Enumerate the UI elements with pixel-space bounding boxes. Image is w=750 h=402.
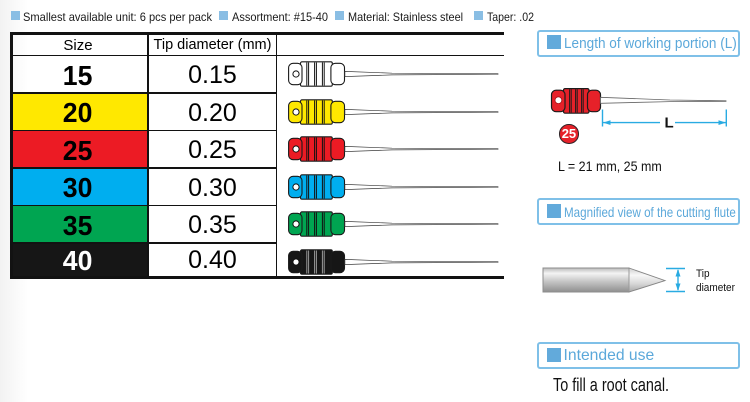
svg-text:L: L (665, 115, 674, 132)
